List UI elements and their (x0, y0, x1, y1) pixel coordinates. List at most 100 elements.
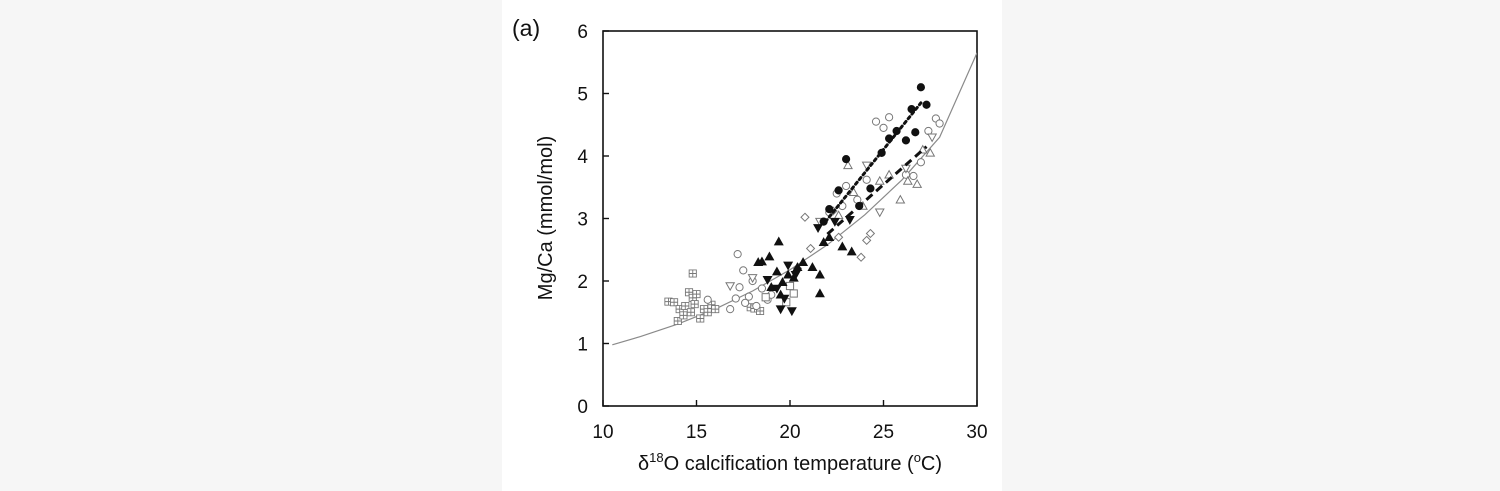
circle-open-point (703, 295, 712, 304)
triangle-up-filled-point (807, 262, 818, 272)
square-cross-point (679, 311, 688, 320)
square-cross-point (688, 269, 697, 278)
triangle-up-filled-point (814, 269, 825, 279)
circle-filled-point (834, 186, 843, 195)
square-cross-point (670, 298, 679, 307)
y-axis-title: Mg/Ca (mmol/mol) (535, 136, 557, 300)
circle-filled-point (866, 184, 875, 193)
circle-open-point (935, 119, 944, 128)
y-tick-label: 1 (577, 335, 588, 356)
square-cross-point (692, 290, 701, 299)
circle-open-point (752, 301, 761, 311)
triangle-down-filled-point (771, 284, 782, 294)
triangle-up-filled-point (753, 257, 764, 267)
x-tick-label: 30 (966, 422, 987, 443)
triangle-up-open-point (925, 147, 936, 157)
triangle-up-open-point (912, 178, 923, 188)
square-open-point (761, 293, 770, 302)
panel-label: (a) (512, 15, 540, 41)
circle-open-point (916, 158, 925, 167)
chart-panel: (a) Mg/Ca (mmol/mol) δ18O calcification … (502, 0, 1002, 491)
square-open-point (789, 289, 798, 298)
diamond-open-point (862, 235, 872, 246)
triangle-down-open-point (861, 161, 872, 171)
triangle-down-filled-point (775, 305, 786, 315)
triangle-down-open-point (874, 208, 885, 218)
circle-open-point (862, 175, 871, 184)
square-cross-point (703, 308, 712, 317)
circle-open-point (741, 298, 750, 307)
triangle-down-filled-point (844, 215, 855, 225)
x-tick-label: 20 (779, 422, 800, 443)
triangle-up-filled-point (818, 237, 829, 247)
triangle-down-filled-point (813, 224, 824, 234)
triangle-up-open-point (902, 175, 913, 185)
square-cross-point (686, 308, 695, 317)
circle-open-point (871, 117, 881, 126)
x-axis-title: δ18O calcification temperature (oC) (638, 450, 942, 475)
circle-filled-point (901, 136, 911, 145)
fit-curve (612, 52, 977, 346)
triangle-up-filled-point (846, 246, 857, 256)
circle-filled-point (911, 128, 920, 137)
diamond-open-point (805, 243, 816, 254)
triangle-down-open-point (747, 274, 758, 284)
dashed-trend-line (826, 145, 928, 236)
circle-open-point (879, 123, 888, 132)
triangle-down-filled-point (829, 217, 840, 227)
circle-filled-point (922, 100, 931, 109)
triangle-up-open-point (895, 194, 906, 204)
x-tick-label: 25 (873, 422, 894, 443)
circle-filled-point (842, 155, 851, 164)
triangle-up-open-point (884, 169, 895, 179)
triangle-up-filled-point (764, 251, 775, 261)
diamond-open-point (856, 252, 866, 262)
y-tick-label: 2 (577, 272, 588, 293)
triangle-down-filled-point (790, 270, 801, 280)
triangle-up-open-point (842, 160, 853, 170)
scatter-chart: (a) Mg/Ca (mmol/mol) δ18O calcification … (512, 15, 988, 475)
triangle-down-filled-point (783, 261, 794, 271)
triangle-up-filled-point (771, 266, 782, 276)
diamond-open-point (800, 212, 810, 222)
circle-open-point (757, 284, 767, 293)
triangle-up-filled-point (837, 241, 848, 251)
circle-filled-point (825, 205, 834, 214)
y-tick-label: 3 (577, 210, 588, 231)
y-tick-label: 4 (577, 147, 588, 168)
diamond-open-point (865, 228, 876, 239)
triangle-up-filled-point (798, 257, 809, 267)
y-tick-label: 5 (577, 85, 588, 106)
triangle-up-filled-point (773, 236, 784, 246)
circle-open-point (733, 250, 742, 259)
circle-open-point (726, 305, 735, 314)
circle-open-point (744, 292, 753, 301)
y-tick-label: 6 (577, 22, 588, 43)
triangle-up-open-point (874, 175, 885, 185)
circle-open-point (731, 294, 740, 303)
y-tick-label: 0 (577, 397, 588, 418)
triangle-up-filled-point (783, 269, 794, 279)
x-tick-label: 10 (592, 422, 613, 443)
triangle-up-filled-point (777, 277, 788, 287)
square-cross-point (690, 300, 699, 309)
triangle-up-filled-point (814, 288, 825, 298)
circle-open-point (842, 181, 851, 191)
triangle-down-filled-point (786, 307, 797, 317)
square-cross-point (711, 305, 720, 314)
triangle-down-filled-point (762, 275, 773, 285)
triangle-down-filled-point (779, 294, 790, 304)
diamond-open-point (833, 232, 844, 242)
circle-open-point (909, 171, 918, 181)
circle-filled-point (916, 83, 925, 92)
dotted-trend-line (824, 101, 923, 224)
circle-open-point (735, 283, 744, 292)
triangle-down-open-point (725, 282, 736, 292)
square-cross-point (696, 314, 705, 323)
x-tick-label: 15 (686, 422, 707, 443)
triangle-up-open-point (848, 187, 859, 197)
circle-open-point (885, 113, 894, 122)
square-open-point (785, 281, 795, 291)
circle-open-point (739, 266, 748, 275)
triangle-up-filled-point (792, 262, 803, 272)
